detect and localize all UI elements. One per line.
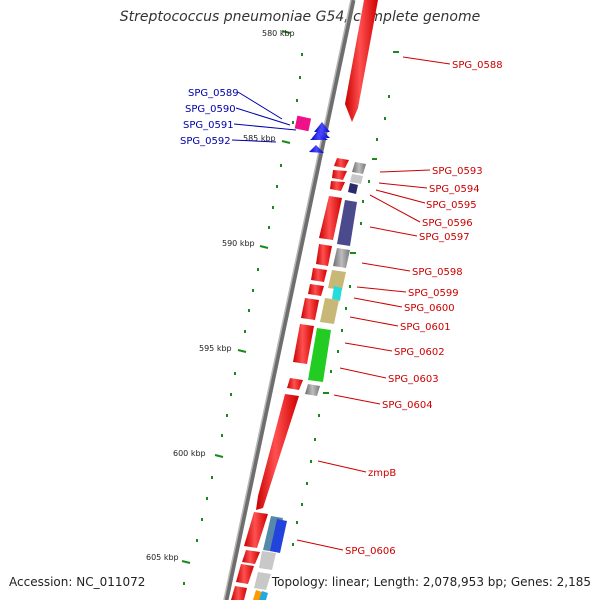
left-gene-labels: SPG_0589 SPG_0590 SPG_0591 SPG_0592 (180, 88, 239, 147)
domain-gray-0598 (333, 248, 350, 268)
label-spg0598: SPG_0598 (412, 267, 463, 278)
gene-spg0588[interactable] (345, 0, 378, 122)
gene-spg0600[interactable] (308, 284, 324, 296)
tick-600 (214, 454, 224, 458)
right-gene-labels: SPG_0588 SPG_0593 SPG_0594 SPG_0595 SPG_… (345, 60, 503, 557)
backbone-track (223, 0, 356, 600)
label-spg0604: SPG_0604 (382, 400, 433, 411)
tick-590 (259, 245, 269, 249)
gene-spg0602[interactable] (293, 324, 314, 364)
label-spg0599: SPG_0599 (408, 288, 459, 299)
label-spg0595: SPG_0595 (426, 200, 477, 211)
domain-cyan-0600 (332, 286, 342, 301)
label-spg0600: SPG_0600 (404, 303, 455, 314)
label-zmpb: zmpB (368, 468, 396, 479)
domain-navy-0594 (348, 183, 358, 194)
gene-spg0594[interactable] (332, 170, 347, 180)
right-leader-lines (296, 56, 451, 551)
minor-ticks-left (183, 53, 303, 585)
domain-gray-0593 (352, 162, 366, 174)
tick-marks: 580 kbp 585 kbp 590 kbp 595 kbp 600 kbp … (146, 29, 295, 564)
label-spg0597: SPG_0597 (419, 232, 470, 243)
domain-orange (253, 590, 262, 600)
domain-gray-0606b (259, 551, 276, 570)
domain-khaki-0601 (320, 298, 339, 324)
domain-navy-0597 (337, 200, 357, 246)
gene-spg0595[interactable] (330, 181, 345, 191)
tick-595 (237, 349, 247, 353)
domain-blue-0606 (270, 519, 287, 553)
gene-spg0599[interactable] (311, 268, 327, 282)
gene-spg0589[interactable] (294, 115, 312, 132)
domain-gray-0604 (305, 384, 320, 396)
gene-spg0591b[interactable] (310, 133, 328, 140)
domain-blocks (253, 162, 366, 600)
gene-spg0597[interactable] (319, 196, 342, 240)
tick-605 (181, 560, 191, 564)
forward-genes (231, 0, 378, 600)
gene-spg0606[interactable] (244, 512, 268, 548)
gene-next-2[interactable] (236, 564, 254, 584)
tick-585 (281, 140, 291, 144)
label-spg0588: SPG_0588 (452, 60, 503, 71)
tick-label-605: 605 kbp (146, 553, 179, 562)
domain-green-0602 (308, 328, 331, 382)
tick-label-585: 585 kbp (243, 134, 276, 143)
tick-label-595: 595 kbp (199, 344, 232, 353)
label-spg0606: SPG_0606 (345, 546, 396, 557)
label-spg0592: SPG_0592 (180, 136, 231, 147)
label-spg0590: SPG_0590 (185, 104, 236, 115)
domain-gray-0606c (254, 572, 271, 590)
gene-spg0598[interactable] (316, 244, 332, 266)
topology-text: Topology: linear; Length: 2,078,953 bp; … (271, 575, 591, 589)
label-spg0591: SPG_0591 (183, 120, 234, 131)
gene-spg0601[interactable] (301, 298, 319, 320)
domain-khaki-0599 (328, 270, 346, 290)
left-leader-lines (231, 91, 297, 143)
domain-gray-0594 (350, 174, 363, 184)
tick-label-580: 580 kbp (262, 29, 295, 38)
gene-spg0604[interactable] (287, 378, 303, 390)
gene-next-3[interactable] (231, 586, 247, 600)
tick-label-600: 600 kbp (173, 449, 206, 458)
label-spg0602: SPG_0602 (394, 347, 445, 358)
gene-spg0593[interactable] (334, 158, 349, 168)
label-spg0603: SPG_0603 (388, 374, 439, 385)
label-spg0589: SPG_0589 (188, 88, 239, 99)
tick-580 (281, 30, 291, 34)
accession-text: Accession: NC_011072 (9, 575, 146, 589)
minor-ticks-right (292, 51, 399, 546)
gene-next-1[interactable] (242, 550, 260, 564)
gene-spg0590[interactable] (314, 122, 330, 132)
domain-cyan-end (259, 591, 268, 600)
gene-zmpb[interactable] (256, 394, 299, 510)
map-title: Streptococcus pneumoniae G54, complete g… (119, 9, 481, 25)
gene-spg0592[interactable] (309, 145, 324, 153)
label-spg0593: SPG_0593 (432, 166, 483, 177)
reverse-genes (294, 115, 330, 153)
label-spg0594: SPG_0594 (429, 184, 480, 195)
label-spg0596: SPG_0596 (422, 218, 473, 229)
tick-label-590: 590 kbp (222, 239, 255, 248)
label-spg0601: SPG_0601 (400, 322, 451, 333)
